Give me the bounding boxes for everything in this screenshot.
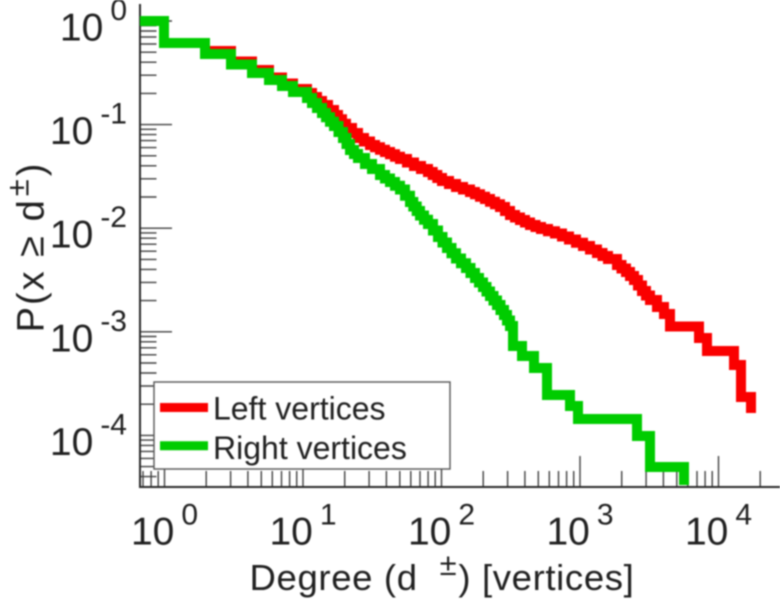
- svg-text:Right vertices: Right vertices: [213, 430, 407, 466]
- svg-text:Left vertices: Left vertices: [213, 391, 386, 427]
